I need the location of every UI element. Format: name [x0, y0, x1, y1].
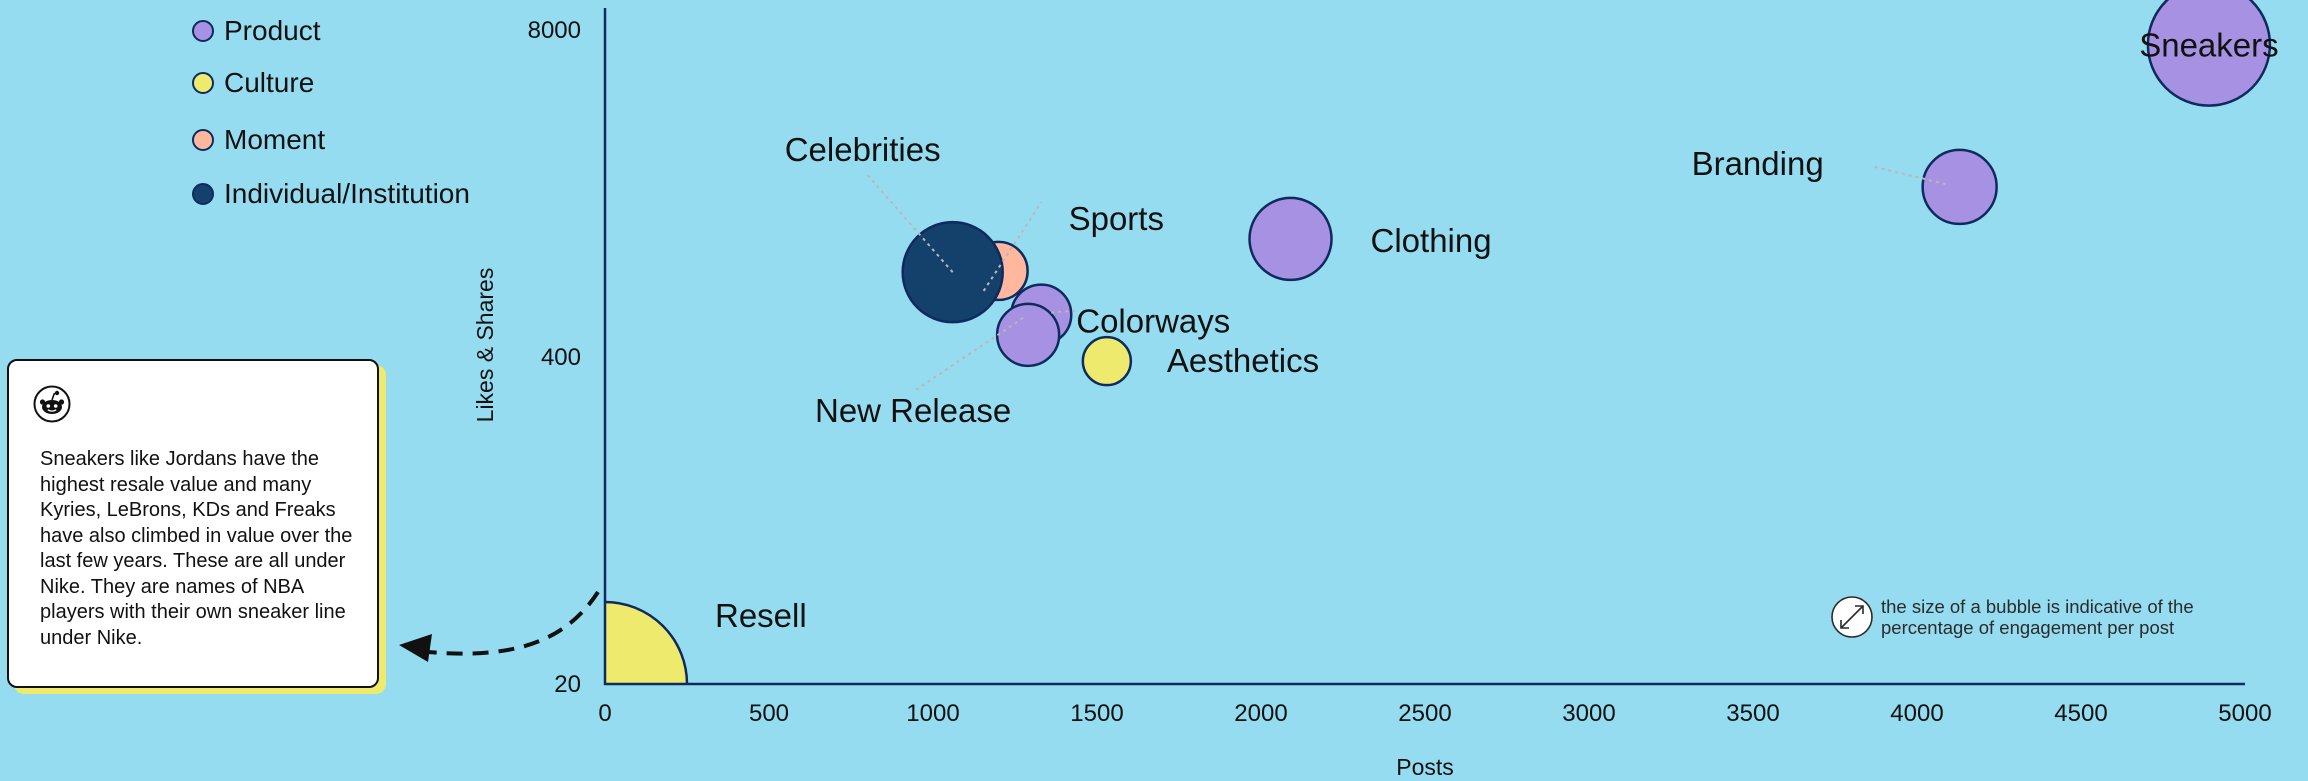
bubble-label-colorways: Colorways — [1076, 303, 1230, 340]
x-tick-label: 0 — [598, 700, 611, 727]
bubble-branding — [1921, 148, 1998, 226]
callout-arrow-line — [427, 590, 600, 656]
bubble-label-celebrities: Celebrities — [785, 131, 941, 168]
bubble-label-sneakers: Sneakers — [2139, 27, 2278, 64]
legend-label-product: Product — [224, 15, 321, 46]
bubble-aesthetics — [1081, 335, 1133, 387]
bubbles-layer — [605, 0, 2272, 684]
legend-swatch-culture — [192, 72, 214, 94]
x-tick-label: 2000 — [1234, 700, 1287, 727]
y-tick-label: 8000 — [528, 17, 581, 44]
y-axis-title: Likes & Shares — [472, 268, 498, 423]
callout-arrow-head — [399, 634, 432, 662]
legend-item-product: Product — [192, 14, 321, 48]
leader-line-celebrities — [866, 174, 954, 273]
leader-line-new-release — [912, 317, 1024, 393]
x-tick-label: 5000 — [2218, 700, 2271, 727]
legend-item-individual-institution: Individual/Institution — [192, 177, 470, 211]
reddit-icon — [33, 385, 71, 423]
legend-label-culture: Culture — [224, 67, 315, 98]
x-tick-label: 1500 — [1070, 700, 1123, 727]
bubble-resell — [605, 600, 689, 684]
legend-item-culture: Culture — [192, 66, 314, 100]
callout-arrow — [399, 590, 600, 662]
y-tick-label: 20 — [554, 671, 581, 698]
x-tick-label: 4500 — [2054, 700, 2107, 727]
chart-legend: Product Culture Moment Individual/Instit… — [192, 14, 512, 224]
leader-line-branding — [1874, 165, 1950, 186]
leader-lines-layer — [866, 165, 1950, 393]
y-tick-label: 400 — [541, 344, 581, 371]
bubble-sneakers — [2146, 0, 2272, 107]
bubble-label-new-release: New Release — [815, 392, 1011, 429]
bubble-label-clothing: Clothing — [1371, 222, 1492, 259]
bubble-new-release — [995, 302, 1061, 368]
x-tick-label: 4000 — [1890, 700, 1943, 727]
legend-swatch-moment — [192, 129, 214, 151]
x-tick-label: 2500 — [1398, 700, 1451, 727]
legend-label-moment: Moment — [224, 124, 326, 155]
bubble-label-sports: Sports — [1069, 200, 1164, 237]
bubble-size-icon — [1831, 596, 1873, 638]
callout-card: Sneakers like Jordans have the highest r… — [7, 359, 379, 688]
legend-swatch-individual-institution — [192, 183, 214, 205]
x-tick-label: 1000 — [906, 700, 959, 727]
x-tick-label: 500 — [749, 700, 789, 727]
x-tick-label: 3500 — [1726, 700, 1779, 727]
bubble-labels-layer: Sneakers Branding Clothing Resell Aesthetics… — [715, 27, 2279, 634]
legend-label-individual-institution: Individual/Institution — [224, 178, 470, 209]
axes-layer: 0 500 1000 1500 2000 2500 3000 3500 4000 4500 5000… — [472, 8, 2272, 780]
bubble-size-note: the size of a bubble is indicative of th… — [1881, 596, 2194, 638]
callout-text: Sneakers like Jordans have the highest r… — [40, 448, 353, 649]
bubble-label-resell: Resell — [715, 597, 807, 634]
x-axis-title: Posts — [1396, 754, 1454, 780]
legend-swatch-product — [192, 20, 214, 42]
x-tick-label: 3000 — [1562, 700, 1615, 727]
bubble-clothing — [1248, 196, 1333, 282]
bubble-label-aesthetics: Aesthetics — [1167, 342, 1319, 379]
legend-item-moment: Moment — [192, 123, 325, 157]
bubble-label-branding: Branding — [1692, 145, 1824, 182]
